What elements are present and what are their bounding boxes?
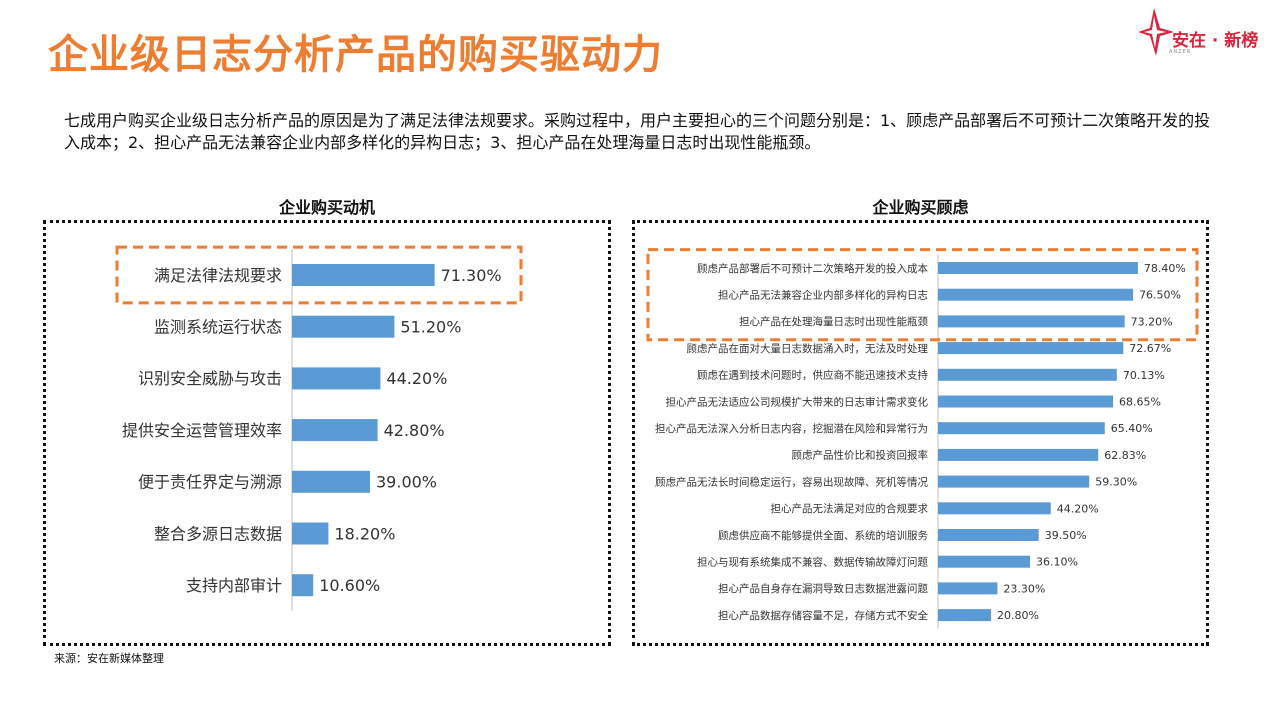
data-label: 23.30% <box>1003 582 1045 595</box>
category-label: 识别安全威胁与攻击 <box>138 369 282 388</box>
bar <box>938 262 1138 274</box>
bar <box>292 470 370 493</box>
data-label: 18.20% <box>334 524 395 543</box>
bar <box>938 502 1051 515</box>
data-label: 20.80% <box>997 609 1039 622</box>
concern-bar-chart: 顾虑产品部署后不可预计二次策略开发的投入成本 78.40% 担心产品无法兼容企业内部… <box>646 248 1199 629</box>
data-label: 59.30% <box>1095 476 1137 489</box>
category-label: 顾虑供应商不能够提供全面、系统的培训服务 <box>718 529 928 542</box>
category-label: 顾虑产品性价比和投资回报率 <box>792 449 929 462</box>
data-label: 36.10% <box>1036 556 1078 569</box>
data-label: 72.67% <box>1129 342 1171 355</box>
bar <box>938 395 1114 408</box>
category-label: 满足法律法规要求 <box>154 266 282 285</box>
bar <box>292 522 329 545</box>
data-label: 42.80% <box>384 421 445 440</box>
data-label: 62.83% <box>1104 449 1146 462</box>
source-note: 来源：安在新媒体整理 <box>54 652 164 665</box>
data-label: 68.65% <box>1119 395 1161 408</box>
bar <box>938 475 1090 488</box>
category-label: 顾虑产品无法长时间稳定运行，容易出现故障、死机等情况 <box>655 475 928 488</box>
bar <box>938 555 1031 568</box>
data-label: 10.60% <box>319 576 380 595</box>
data-label: 71.30% <box>441 266 502 285</box>
data-label: 39.50% <box>1045 529 1087 542</box>
bar <box>938 368 1117 381</box>
data-label: 44.20% <box>1057 502 1099 515</box>
bar <box>938 342 1124 355</box>
right-chart-title: 企业购买顾虑 <box>872 198 969 217</box>
logo-subtext: ANZER <box>1169 49 1192 55</box>
category-label: 监测系统运行状态 <box>154 317 282 336</box>
bar <box>292 264 435 286</box>
bar <box>938 529 1039 541</box>
logo-text: 安在 · 新榜 <box>1172 31 1259 51</box>
motivation-bar-chart: 满足法律法规要求 71.30% 监测系统运行状态 51.20% 识别安全威胁与攻击 44.… <box>115 245 523 612</box>
description-text: 七成用户购买企业级日志分析产品的原因是为了满足法律法规要求。采购过程中，用户主要… <box>64 111 1211 152</box>
bar <box>938 422 1105 435</box>
category-label: 便于责任界定与溯源 <box>138 473 282 492</box>
category-label: 担心产品无法深入分析日志内容，挖掘潜在风险和异常行为 <box>655 422 928 435</box>
category-label: 顾虑产品在面对大量日志数据涌入时，无法及时处理 <box>687 342 929 355</box>
left-chart-title: 企业购买动机 <box>278 198 375 217</box>
category-label: 担心产品数据存储容量不足，存储方式不安全 <box>718 609 928 622</box>
bar <box>938 315 1125 328</box>
bar <box>292 419 378 442</box>
highlight-box <box>115 245 523 305</box>
bar <box>292 315 395 338</box>
data-label: 78.40% <box>1144 262 1186 275</box>
data-label: 44.20% <box>386 369 447 388</box>
data-label: 73.20% <box>1131 315 1173 328</box>
highlight-box <box>646 248 1199 342</box>
bar <box>938 582 998 595</box>
category-label: 担心与现有系统集成不兼容、数据传输故障灯问题 <box>697 555 928 568</box>
bar <box>292 367 381 390</box>
category-label: 整合多源日志数据 <box>154 524 282 543</box>
brand-logo: 安在 · 新榜 ANZER <box>1136 6 1272 58</box>
category-label: 顾虑产品部署后不可预计二次策略开发的投入成本 <box>697 262 928 275</box>
category-label: 提供安全运营管理效率 <box>122 421 282 440</box>
category-label: 顾虑在遇到技术问题时，供应商不能迅速技术支持 <box>697 369 928 382</box>
category-label: 担心产品无法满足对应的合规要求 <box>771 502 929 515</box>
bar <box>938 288 1134 301</box>
category-label: 担心产品在处理海量日志时出现性能瓶颈 <box>739 315 928 328</box>
category-label: 支持内部审计 <box>186 576 282 595</box>
data-label: 70.13% <box>1123 369 1165 382</box>
category-label: 担心产品无法适应公司规模扩大带来的日志审计需求变化 <box>666 395 929 408</box>
bar <box>938 448 1099 461</box>
category-label: 担心产品自身存在漏洞导致日志数据泄露问题 <box>718 582 928 595</box>
right-chart-panel: 顾虑产品部署后不可预计二次策略开发的投入成本 78.40% 担心产品无法兼容企业内部… <box>632 220 1209 646</box>
page-title: 企业级日志分析产品的购买驱动力 <box>48 32 663 78</box>
data-label: 51.20% <box>400 317 461 336</box>
logo-star-icon <box>1138 8 1174 56</box>
category-label: 担心产品无法兼容企业内部多样化的异构日志 <box>718 288 928 301</box>
bar <box>292 574 314 597</box>
bar <box>938 609 992 622</box>
data-label: 65.40% <box>1111 422 1153 435</box>
data-label: 39.00% <box>376 473 437 492</box>
data-label: 76.50% <box>1139 289 1181 302</box>
left-chart-panel: 满足法律法规要求 71.30% 监测系统运行状态 51.20% 识别安全威胁与攻击 44.… <box>43 220 611 646</box>
